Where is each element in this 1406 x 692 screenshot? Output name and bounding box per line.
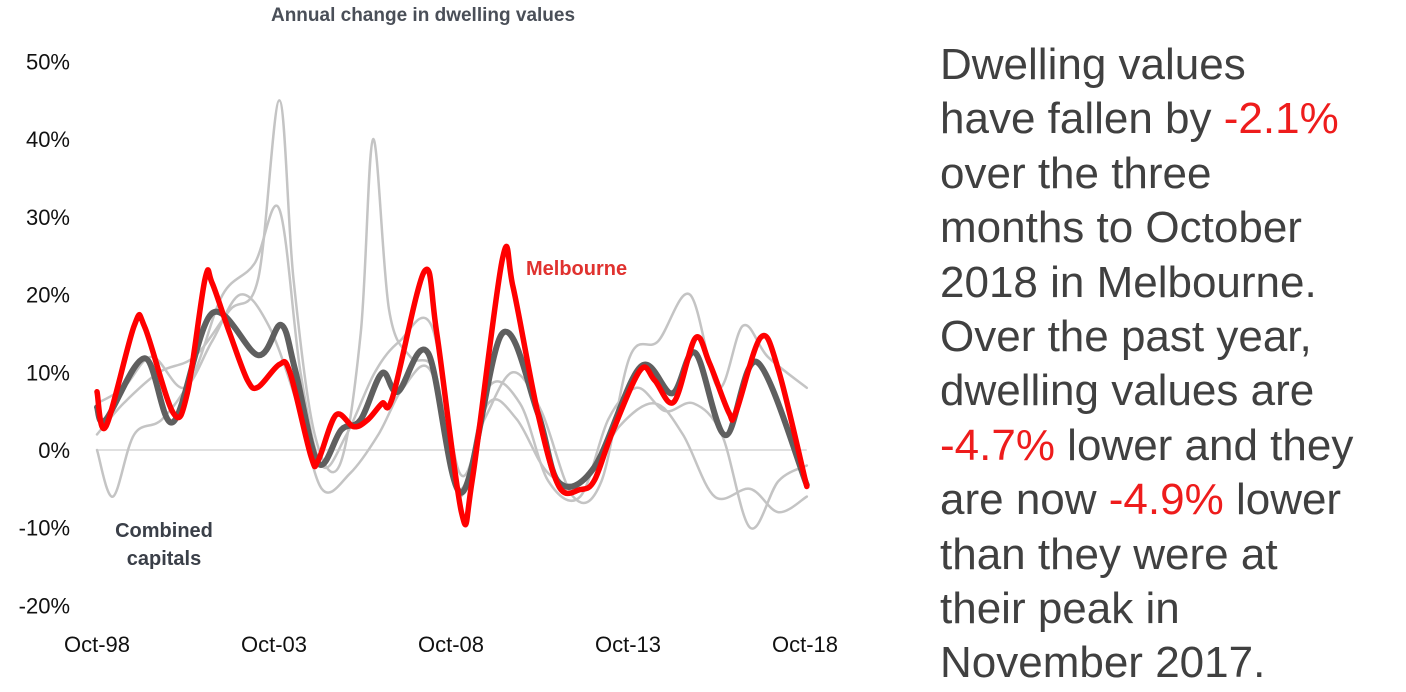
dwelling-values-chart: Annual change in dwelling values 50% 40% 3… <box>19 5 838 657</box>
commentary-segment: months to October <box>940 203 1302 253</box>
commentary-line: dwelling values are <box>940 364 1406 418</box>
commentary-line: months to October <box>940 201 1406 255</box>
y-tick-label: 40% <box>26 127 70 152</box>
commentary-segment: their peak in <box>940 584 1180 634</box>
commentary-segment: lower <box>1223 475 1342 525</box>
y-tick-label: 20% <box>26 283 70 308</box>
highlighted-figure: -4.9% <box>1108 475 1224 525</box>
highlighted-figure: -2.1% <box>1223 94 1339 144</box>
x-tick-label: Oct-13 <box>595 632 661 657</box>
highlighted-figure: -4.7% <box>940 420 1055 470</box>
chart-title: Annual change in dwelling values <box>271 5 575 26</box>
commentary-segment: 2018 in Melbourne. <box>940 257 1317 307</box>
y-tick-label: -10% <box>19 516 70 541</box>
x-axis: Oct-98 Oct-03 Oct-08 Oct-13 Oct-18 <box>64 632 838 657</box>
x-tick-label: Oct-18 <box>772 632 838 657</box>
commentary-line: 2018 in Melbourne. <box>940 256 1406 310</box>
commentary-segment: over the three <box>940 148 1212 198</box>
commentary-segment: lower and they <box>1054 420 1354 470</box>
commentary-segment: are now <box>940 475 1109 525</box>
commentary-line: over the three <box>940 147 1406 201</box>
melbourne-label: Melbourne <box>526 258 627 280</box>
commentary-segment: Over the past year, <box>940 312 1312 362</box>
series-lines <box>94 99 810 530</box>
y-tick-label: 50% <box>26 50 70 75</box>
commentary-line: have fallen by -2.1% <box>940 92 1406 146</box>
x-tick-label: Oct-98 <box>64 632 130 657</box>
commentary-line: their peak in <box>940 582 1406 636</box>
commentary-line: -4.7% lower and they <box>940 419 1406 473</box>
commentary-line: Dwelling values <box>940 38 1406 92</box>
melbourne-line <box>94 243 810 528</box>
x-tick-label: Oct-08 <box>418 632 484 657</box>
commentary-segment: dwelling values are <box>940 366 1315 416</box>
commentary-segment: have fallen by <box>940 94 1224 144</box>
y-tick-label: -20% <box>19 593 70 618</box>
commentary-line: Over the past year, <box>940 310 1406 364</box>
commentary-line: November 2017. <box>940 636 1406 690</box>
commentary-text: Dwelling values have fallen by -2.1% over … <box>940 38 1406 691</box>
commentary-segment: November 2017. <box>940 638 1266 688</box>
y-tick-label: 30% <box>26 205 70 230</box>
y-tick-label: 10% <box>26 360 70 385</box>
commentary-line: than they were at <box>940 528 1406 582</box>
commentary-line: are now -4.9% lower <box>940 473 1406 527</box>
y-tick-label: 0% <box>38 438 70 463</box>
x-tick-label: Oct-03 <box>241 632 307 657</box>
combined-label-line2: capitals <box>127 548 201 570</box>
y-axis: 50% 40% 30% 20% 10% 0% -10% -20% <box>19 50 70 619</box>
commentary-segment: Dwelling values <box>940 40 1246 89</box>
commentary-segment: than they were at <box>940 529 1278 579</box>
combined-label-line1: Combined <box>115 520 213 542</box>
